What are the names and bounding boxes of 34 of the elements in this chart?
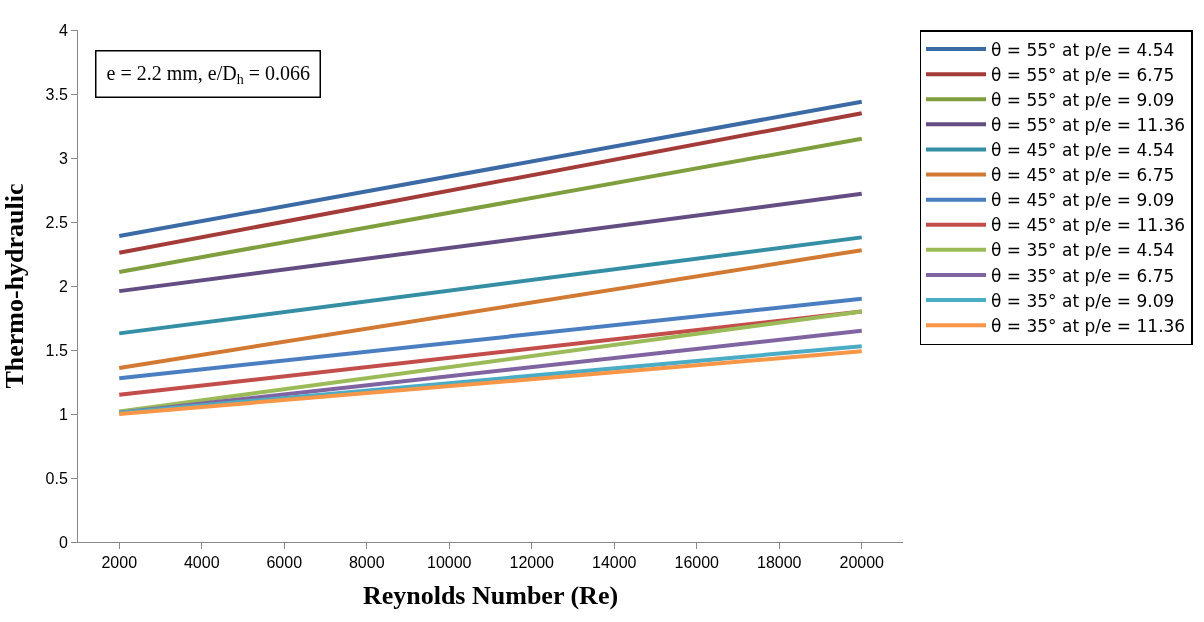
x-tick-label: 18000 bbox=[757, 554, 802, 572]
x-tick-label: 4000 bbox=[183, 554, 220, 572]
legend-label: θ = 45° at p/e = 4.54 bbox=[991, 140, 1175, 161]
y-axis-title: Thermo-hydraulic bbox=[0, 183, 29, 389]
y-tick-label: 0 bbox=[58, 533, 68, 551]
legend-label: θ = 45° at p/e = 11.36 bbox=[991, 215, 1186, 236]
x-tick-label: 20000 bbox=[839, 554, 885, 572]
legend-label: θ = 35° at p/e = 9.09 bbox=[991, 290, 1175, 311]
x-tick-label: 8000 bbox=[348, 554, 385, 572]
legend-label: θ = 55° at p/e = 4.54 bbox=[991, 39, 1175, 60]
x-tick-label: 14000 bbox=[592, 554, 637, 572]
x-axis-title: Reynolds Number (Re) bbox=[362, 580, 619, 610]
y-tick-label: 1.5 bbox=[45, 341, 68, 359]
legend-label: θ = 55° at p/e = 9.09 bbox=[991, 89, 1175, 110]
legend-label: θ = 35° at p/e = 11.36 bbox=[991, 315, 1186, 336]
x-tick-label: 2000 bbox=[101, 554, 138, 572]
y-tick-label: 3.5 bbox=[45, 85, 68, 103]
y-tick-label: 2 bbox=[58, 277, 68, 295]
legend-label: θ = 45° at p/e = 6.75 bbox=[991, 165, 1175, 186]
legend-label: θ = 45° at p/e = 9.09 bbox=[991, 190, 1175, 211]
legend-label: θ = 35° at p/e = 4.54 bbox=[991, 240, 1175, 261]
y-tick-label: 4 bbox=[58, 21, 68, 39]
y-tick-label: 1 bbox=[58, 405, 68, 423]
y-tick-label: 3 bbox=[58, 149, 68, 167]
x-tick-label: 10000 bbox=[427, 554, 472, 572]
x-tick-label: 16000 bbox=[674, 554, 720, 572]
x-tick-label: 12000 bbox=[509, 554, 555, 572]
legend-label: θ = 55° at p/e = 11.36 bbox=[991, 114, 1186, 135]
legend-label: θ = 35° at p/e = 6.75 bbox=[991, 265, 1175, 286]
x-tick-label: 6000 bbox=[266, 554, 303, 572]
legend-label: θ = 55° at p/e = 6.75 bbox=[991, 64, 1175, 85]
annotation: e = 2.2 mm, e/D$_{h}$ = 0.066 bbox=[106, 61, 310, 87]
y-tick-label: 0.5 bbox=[45, 469, 68, 487]
y-tick-label: 2.5 bbox=[45, 213, 68, 231]
